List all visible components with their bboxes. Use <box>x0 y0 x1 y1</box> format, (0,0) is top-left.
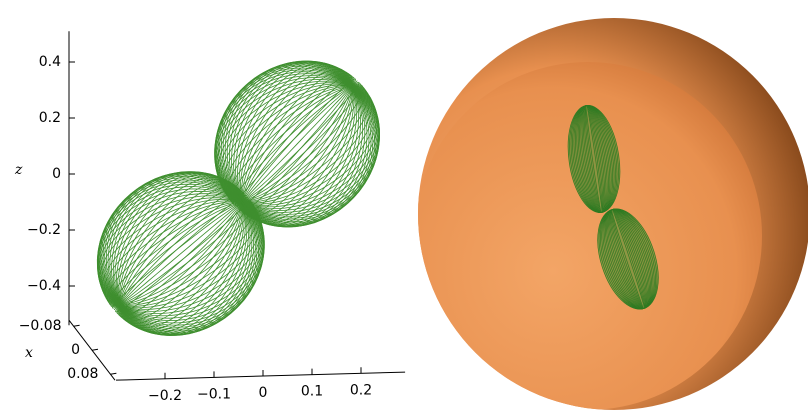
x-tick <box>110 372 117 375</box>
lobe-ring <box>611 209 645 309</box>
wireframe-ring <box>219 63 376 225</box>
y-axis <box>115 371 406 381</box>
x-tick <box>73 324 80 327</box>
inner-lobes <box>567 105 659 310</box>
x-tick-label: 0.08 <box>67 366 98 382</box>
y-tick-label: 0.1 <box>301 384 323 400</box>
x-axis-label: x <box>25 345 33 361</box>
y-tick-label: 0.2 <box>350 382 372 398</box>
wireframe-ring <box>236 80 358 208</box>
z-axis-label: z <box>14 162 23 178</box>
z-tick-label: −0.4 <box>27 278 61 294</box>
sphere-cutaway <box>418 62 762 410</box>
wireframe <box>96 60 381 337</box>
y-tick-label: 0 <box>259 385 268 401</box>
wireframe-ring <box>102 173 260 335</box>
x-tick-label: −0.08 <box>19 318 62 334</box>
y-tick-label: −0.2 <box>148 388 182 404</box>
z-tick-label: 0.4 <box>39 54 61 70</box>
z-tick-label: 0.2 <box>39 110 61 126</box>
lobe-ring <box>585 105 603 213</box>
y-tick-label: −0.1 <box>197 386 231 402</box>
z-tick-label: 0 <box>52 166 61 182</box>
z-tick-label: −0.2 <box>27 222 61 238</box>
x-tick <box>91 348 99 351</box>
x-tick-label: 0 <box>71 342 80 358</box>
